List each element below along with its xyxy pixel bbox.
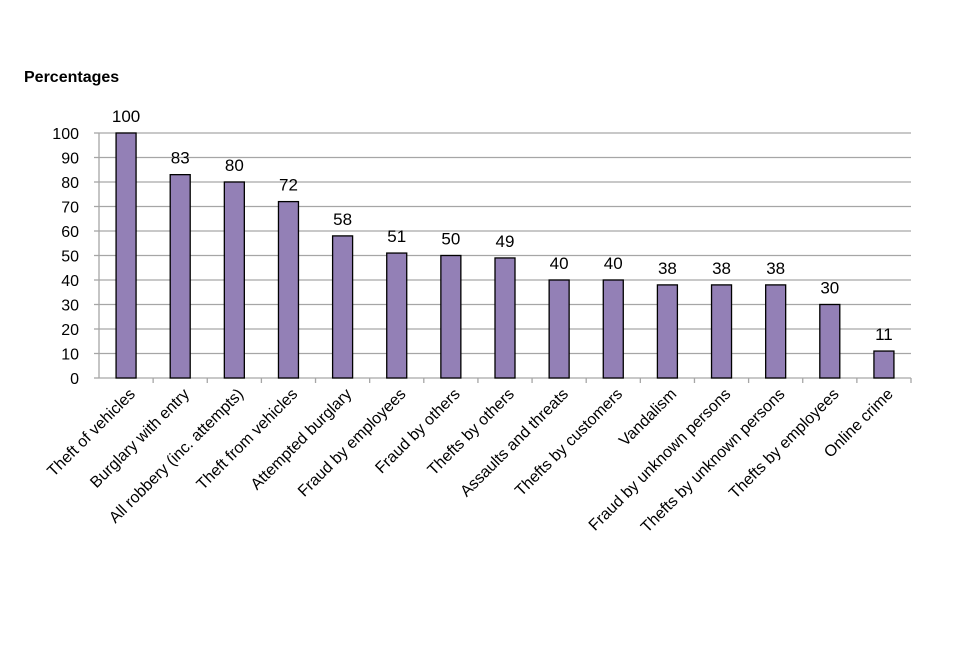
x-tick-label: Burglary with entry [87,386,193,492]
y-tick-label: 40 [61,273,79,290]
data-label: 80 [225,156,244,175]
bar [223,181,245,379]
y-tick-label: 30 [61,298,79,315]
bar [331,235,354,379]
data-label: 51 [387,227,406,246]
y-tick-label: 0 [70,371,79,388]
data-label: 30 [820,279,839,298]
y-unit-label: Percentages [24,69,120,86]
x-tick-label: Attempted burglary [248,386,356,494]
x-tick-label: Thefts by customers [512,386,626,500]
bar [115,132,137,379]
data-label: 49 [496,232,515,251]
data-label: 38 [712,259,731,278]
bar [277,200,300,379]
x-tick-label: Theft from vehicles [194,386,302,494]
y-tick-label: 70 [61,200,79,217]
data-label: 83 [171,149,190,168]
y-tick-label: 90 [61,151,79,168]
bar [169,173,191,379]
bar [710,284,733,379]
data-label: 72 [279,176,298,195]
y-tick-label: 60 [61,224,79,241]
bar [386,252,408,379]
bar [765,284,787,379]
y-tick-label: 100 [52,126,79,143]
x-tick-label: Fraud by employees [295,386,410,501]
bar [656,284,679,379]
y-tick-label: 10 [61,347,79,364]
data-label: 58 [333,210,352,229]
data-label: 50 [441,230,460,249]
data-label: 40 [604,254,623,273]
data-label: 40 [550,254,569,273]
bar [819,303,841,379]
y-tick-label: 80 [61,175,79,192]
data-label: 100 [112,107,140,126]
bar [873,350,895,379]
bar [548,279,570,379]
y-tick-label: 50 [61,249,79,266]
data-label: 38 [658,259,677,278]
bar [602,279,624,379]
data-label: 11 [875,325,893,344]
x-tick-label: Assaults and threats [457,386,572,501]
data-label: 38 [766,259,785,278]
y-tick-label: 20 [61,322,79,339]
bar [440,254,462,379]
bar [494,257,516,379]
